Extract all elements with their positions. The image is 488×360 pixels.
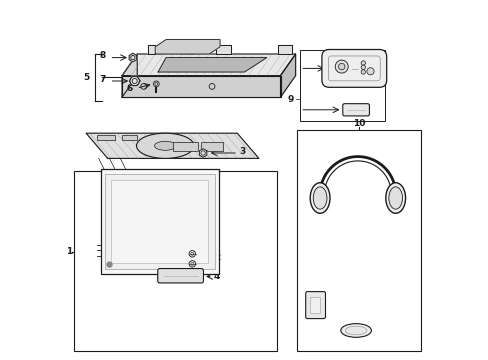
Text: 8: 8 xyxy=(100,51,106,60)
Polygon shape xyxy=(277,45,291,54)
Bar xyxy=(104,174,215,269)
Circle shape xyxy=(361,61,365,65)
Text: 6: 6 xyxy=(126,84,133,93)
Bar xyxy=(73,171,276,351)
Circle shape xyxy=(361,65,365,69)
Ellipse shape xyxy=(136,133,194,158)
Ellipse shape xyxy=(345,326,366,335)
Bar xyxy=(97,135,115,140)
Text: 9: 9 xyxy=(287,95,294,104)
FancyBboxPatch shape xyxy=(158,269,203,283)
Ellipse shape xyxy=(309,183,329,213)
Polygon shape xyxy=(148,45,162,54)
Text: 5: 5 xyxy=(83,73,90,82)
Bar xyxy=(101,169,219,274)
Text: 3: 3 xyxy=(239,147,245,156)
Polygon shape xyxy=(129,76,140,86)
Ellipse shape xyxy=(313,187,326,209)
Circle shape xyxy=(189,261,195,267)
Circle shape xyxy=(366,68,373,75)
Polygon shape xyxy=(122,54,137,97)
Polygon shape xyxy=(216,45,230,54)
Text: 2: 2 xyxy=(213,253,220,262)
Polygon shape xyxy=(129,53,136,62)
Circle shape xyxy=(361,70,365,74)
Bar xyxy=(300,50,384,121)
Ellipse shape xyxy=(388,187,402,209)
Bar xyxy=(122,135,136,140)
Circle shape xyxy=(107,262,112,267)
Polygon shape xyxy=(122,54,295,76)
Text: 4: 4 xyxy=(213,272,220,281)
Ellipse shape xyxy=(154,141,176,150)
FancyBboxPatch shape xyxy=(321,50,386,87)
Bar xyxy=(111,180,208,263)
Polygon shape xyxy=(155,40,220,54)
Text: 7: 7 xyxy=(100,75,106,84)
Circle shape xyxy=(153,81,159,87)
FancyBboxPatch shape xyxy=(305,292,325,319)
Polygon shape xyxy=(158,58,266,72)
Bar xyxy=(296,130,420,351)
Text: 10: 10 xyxy=(352,119,365,128)
Polygon shape xyxy=(180,45,194,54)
Text: 1: 1 xyxy=(65,248,72,256)
Ellipse shape xyxy=(385,183,405,213)
Bar xyxy=(172,142,197,151)
Circle shape xyxy=(338,63,344,70)
Polygon shape xyxy=(86,133,258,158)
Polygon shape xyxy=(122,76,280,97)
Polygon shape xyxy=(199,149,206,157)
Bar xyxy=(310,297,320,313)
Circle shape xyxy=(335,60,347,73)
Polygon shape xyxy=(280,54,295,97)
Ellipse shape xyxy=(340,324,371,337)
FancyBboxPatch shape xyxy=(342,104,368,116)
Circle shape xyxy=(189,251,195,257)
Bar xyxy=(201,142,223,151)
